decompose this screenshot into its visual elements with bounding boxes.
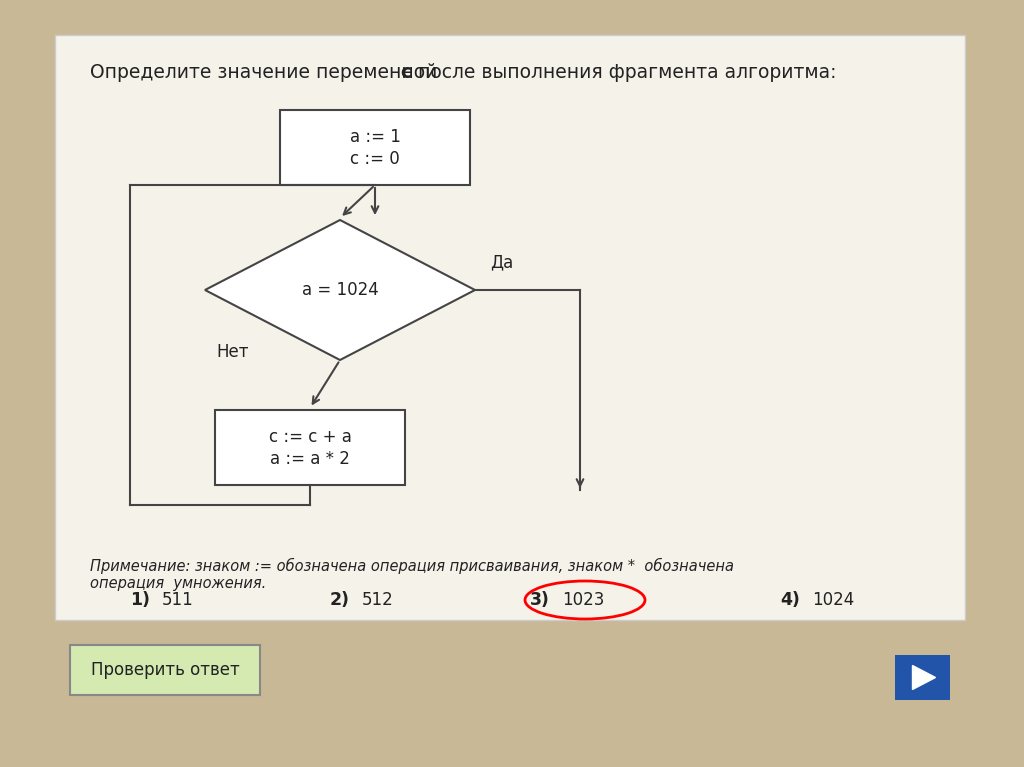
Text: 1): 1) bbox=[130, 591, 150, 609]
Text: 2): 2) bbox=[330, 591, 350, 609]
Text: после выполнения фрагмента алгоритма:: после выполнения фрагмента алгоритма: bbox=[412, 62, 837, 81]
Text: Проверить ответ: Проверить ответ bbox=[91, 661, 240, 679]
Bar bbox=[70, 645, 260, 695]
Text: 512: 512 bbox=[362, 591, 394, 609]
Text: Примечание: знаком := обозначена операция присваивания, знаком *  обозначена: Примечание: знаком := обозначена операци… bbox=[90, 558, 734, 574]
Text: 511: 511 bbox=[162, 591, 194, 609]
Bar bbox=[895, 655, 950, 700]
Text: a := 1: a := 1 bbox=[349, 129, 400, 146]
Text: c := 0: c := 0 bbox=[350, 150, 400, 169]
Bar bbox=[55, 35, 965, 620]
Polygon shape bbox=[205, 220, 475, 360]
Text: 1024: 1024 bbox=[812, 591, 854, 609]
Text: 3): 3) bbox=[530, 591, 550, 609]
Text: операция  умножения.: операция умножения. bbox=[90, 576, 266, 591]
Text: a := a * 2: a := a * 2 bbox=[270, 450, 350, 469]
Polygon shape bbox=[912, 666, 936, 690]
Text: Да: Да bbox=[490, 253, 513, 271]
Text: 1023: 1023 bbox=[562, 591, 604, 609]
Text: с: с bbox=[400, 62, 411, 81]
Text: Определите значение переменной: Определите значение переменной bbox=[90, 62, 443, 81]
Bar bbox=[215, 410, 406, 485]
Text: 4): 4) bbox=[780, 591, 800, 609]
Text: c := c + a: c := c + a bbox=[268, 429, 351, 446]
Bar bbox=[280, 110, 470, 185]
Text: Нет: Нет bbox=[216, 343, 249, 361]
Text: a = 1024: a = 1024 bbox=[302, 281, 379, 299]
